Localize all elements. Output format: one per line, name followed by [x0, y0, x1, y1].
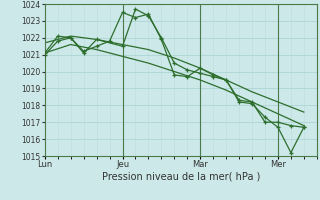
X-axis label: Pression niveau de la mer( hPa ): Pression niveau de la mer( hPa ) [102, 172, 260, 182]
